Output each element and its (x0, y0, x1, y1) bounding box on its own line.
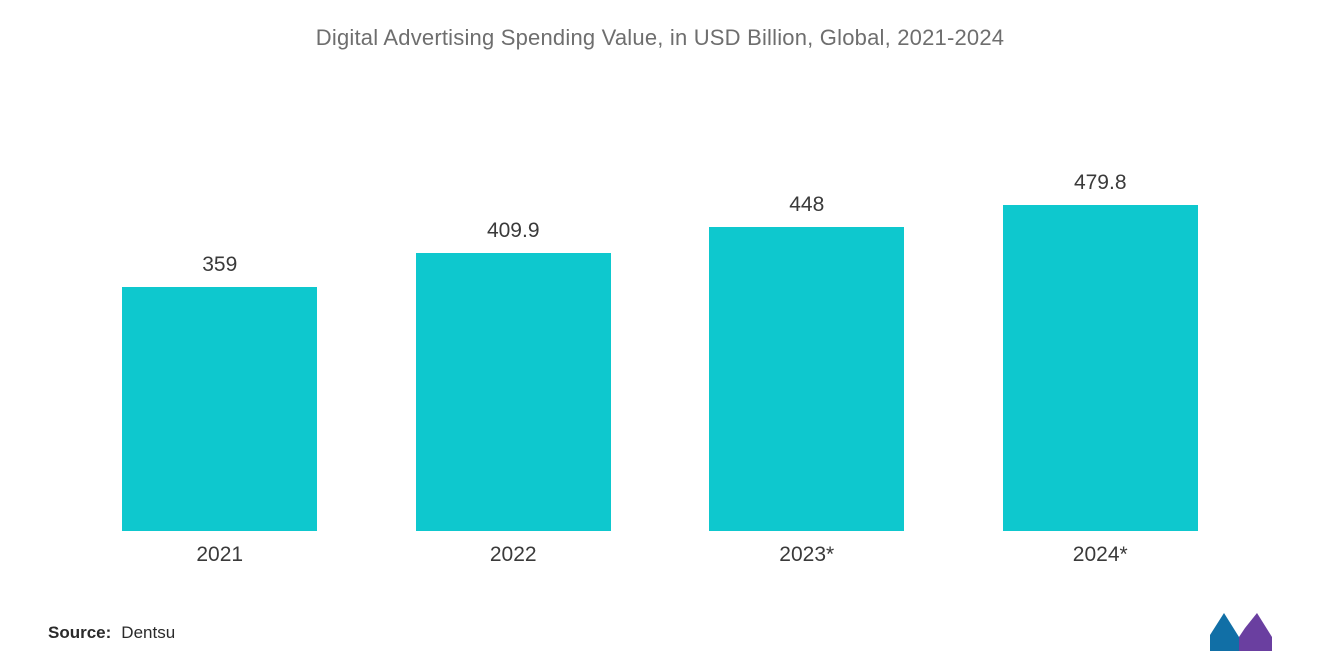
bar-value-label: 479.8 (1074, 171, 1127, 195)
bars-row: 359 409.9 448 479.8 (73, 101, 1247, 531)
bar-rect (1003, 205, 1198, 531)
x-label: 2022 (384, 543, 642, 567)
source-value: Dentsu (121, 623, 175, 643)
bar-col-3: 479.8 (971, 101, 1229, 531)
x-axis-labels: 2021 2022 2023* 2024* (73, 543, 1247, 567)
bar-col-1: 409.9 (384, 101, 642, 531)
chart-title: Digital Advertising Spending Value, in U… (48, 25, 1272, 51)
x-label: 2023* (678, 543, 936, 567)
x-label: 2021 (91, 543, 349, 567)
brand-logo-icon (1210, 613, 1272, 651)
bar-value-label: 448 (789, 193, 824, 217)
bar-value-label: 359 (202, 253, 237, 277)
plot-area: 359 409.9 448 479.8 (73, 101, 1247, 531)
chart-container: Digital Advertising Spending Value, in U… (0, 0, 1320, 665)
bar-rect (709, 227, 904, 531)
bar-value-label: 409.9 (487, 219, 540, 243)
bar-col-0: 359 (91, 101, 349, 531)
source-label: Source: (48, 623, 111, 643)
bar-rect (416, 253, 611, 531)
x-label: 2024* (971, 543, 1229, 567)
bar-rect (122, 287, 317, 531)
bar-col-2: 448 (678, 101, 936, 531)
footer-row: Source: Dentsu (48, 623, 1272, 643)
